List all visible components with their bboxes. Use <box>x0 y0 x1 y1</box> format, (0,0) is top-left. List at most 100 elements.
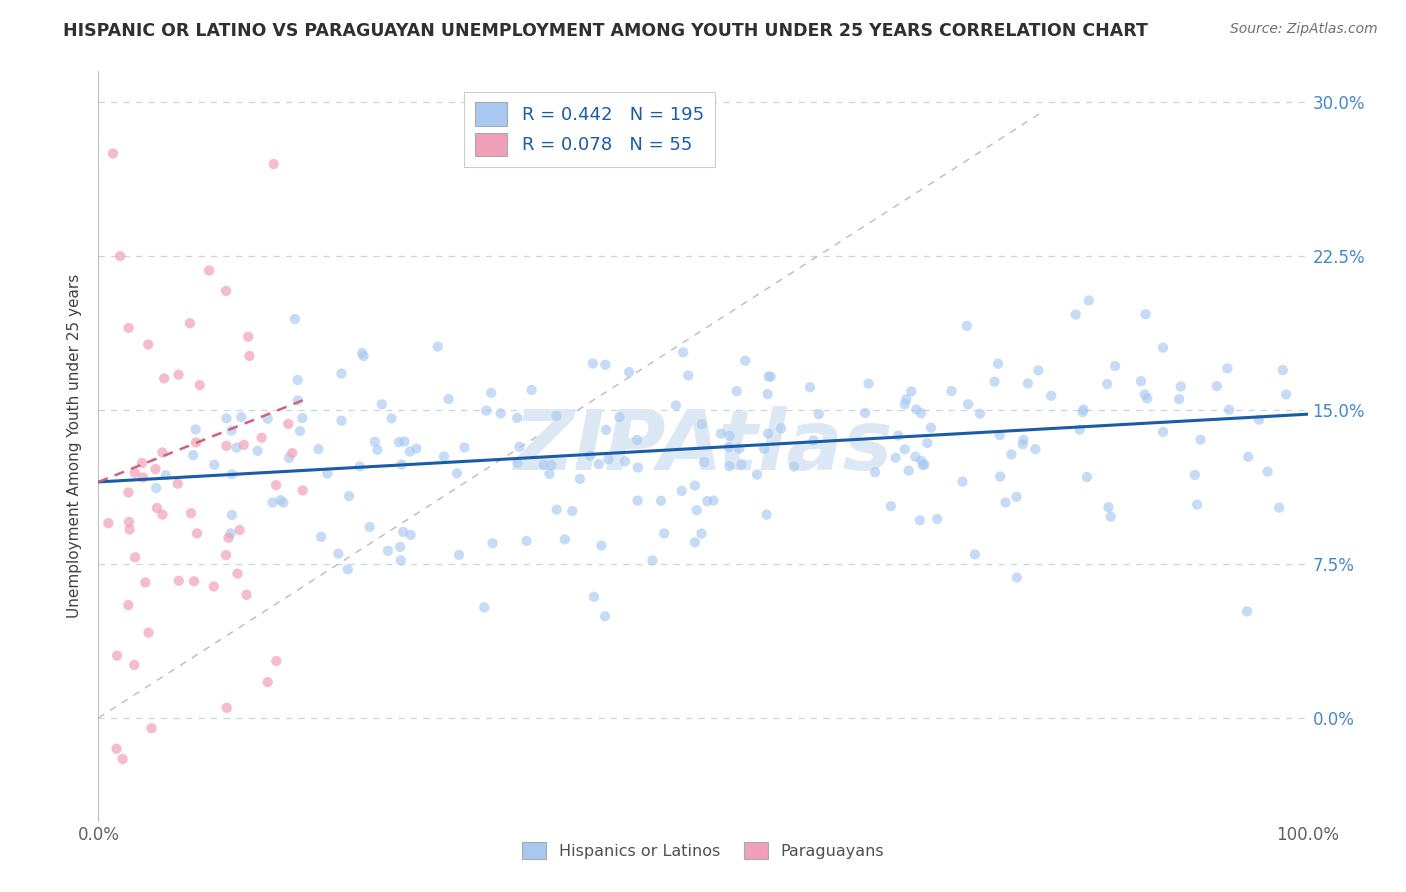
Point <box>987 357 1010 371</box>
Point <box>1136 392 1159 406</box>
Point <box>894 442 917 457</box>
Point <box>725 384 748 398</box>
Point <box>398 444 420 458</box>
Point <box>287 373 309 387</box>
Point <box>911 458 934 472</box>
Point <box>97 516 120 531</box>
Point <box>609 410 631 425</box>
Point <box>481 536 503 550</box>
Point <box>858 376 880 391</box>
Point <box>941 384 963 398</box>
Point <box>546 409 568 423</box>
Point <box>957 397 980 411</box>
Point <box>759 369 782 384</box>
Point <box>186 526 208 541</box>
Point <box>101 146 124 161</box>
Point <box>690 417 713 431</box>
Point <box>352 346 374 360</box>
Point <box>887 428 910 442</box>
Point <box>221 424 243 438</box>
Point <box>1071 405 1094 419</box>
Point <box>554 533 576 547</box>
Point <box>215 411 238 425</box>
Point <box>884 450 907 465</box>
Point <box>328 547 350 561</box>
Point <box>447 548 470 562</box>
Point <box>1275 387 1298 401</box>
Point <box>690 526 713 541</box>
Point <box>627 460 650 475</box>
Point <box>453 441 475 455</box>
Point <box>1185 498 1208 512</box>
Point <box>506 456 529 470</box>
Point <box>1152 425 1174 439</box>
Point <box>166 476 188 491</box>
Point <box>1097 500 1119 515</box>
Point <box>1040 389 1063 403</box>
Point <box>198 263 221 277</box>
Point <box>117 598 139 612</box>
Point <box>579 449 602 463</box>
Point <box>717 440 740 454</box>
Point <box>167 368 190 382</box>
Point <box>138 625 160 640</box>
Point <box>853 406 876 420</box>
Point <box>336 562 359 576</box>
Point <box>1104 359 1126 373</box>
Point <box>1133 387 1156 401</box>
Point <box>988 428 1011 442</box>
Point <box>1237 450 1260 464</box>
Point <box>238 329 260 343</box>
Point <box>184 435 207 450</box>
Point <box>893 397 915 411</box>
Point <box>359 520 381 534</box>
Point <box>118 523 141 537</box>
Point <box>377 543 399 558</box>
Point <box>330 367 353 381</box>
Point <box>167 574 190 588</box>
Point <box>1073 402 1095 417</box>
Point <box>683 535 706 549</box>
Point <box>568 472 591 486</box>
Point <box>287 393 309 408</box>
Point <box>756 426 779 441</box>
Point <box>226 566 249 581</box>
Point <box>105 741 128 756</box>
Point <box>1218 402 1240 417</box>
Point <box>262 495 284 509</box>
Point <box>910 454 932 468</box>
Point <box>218 531 240 545</box>
Point <box>309 530 332 544</box>
Point <box>582 357 605 371</box>
Point <box>118 321 141 335</box>
Point <box>540 458 562 473</box>
Point <box>896 392 918 407</box>
Point <box>291 411 314 425</box>
Point <box>330 414 353 428</box>
Point <box>672 345 695 359</box>
Point <box>904 450 927 464</box>
Point <box>1271 363 1294 377</box>
Point <box>696 494 718 508</box>
Point <box>595 358 617 372</box>
Point <box>1216 361 1239 376</box>
Point <box>650 493 672 508</box>
Point <box>215 284 238 298</box>
Point <box>188 378 211 392</box>
Point <box>221 508 243 522</box>
Point <box>263 157 285 171</box>
Point <box>273 495 295 509</box>
Point <box>983 375 1005 389</box>
Point <box>349 459 371 474</box>
Point <box>394 434 416 449</box>
Point <box>730 458 752 472</box>
Point <box>617 365 640 379</box>
Point <box>215 548 238 562</box>
Point <box>561 504 583 518</box>
Point <box>783 459 806 474</box>
Point <box>910 406 932 420</box>
Point <box>614 454 637 468</box>
Text: Source: ZipAtlas.com: Source: ZipAtlas.com <box>1230 22 1378 37</box>
Point <box>533 458 555 472</box>
Point <box>152 508 174 522</box>
